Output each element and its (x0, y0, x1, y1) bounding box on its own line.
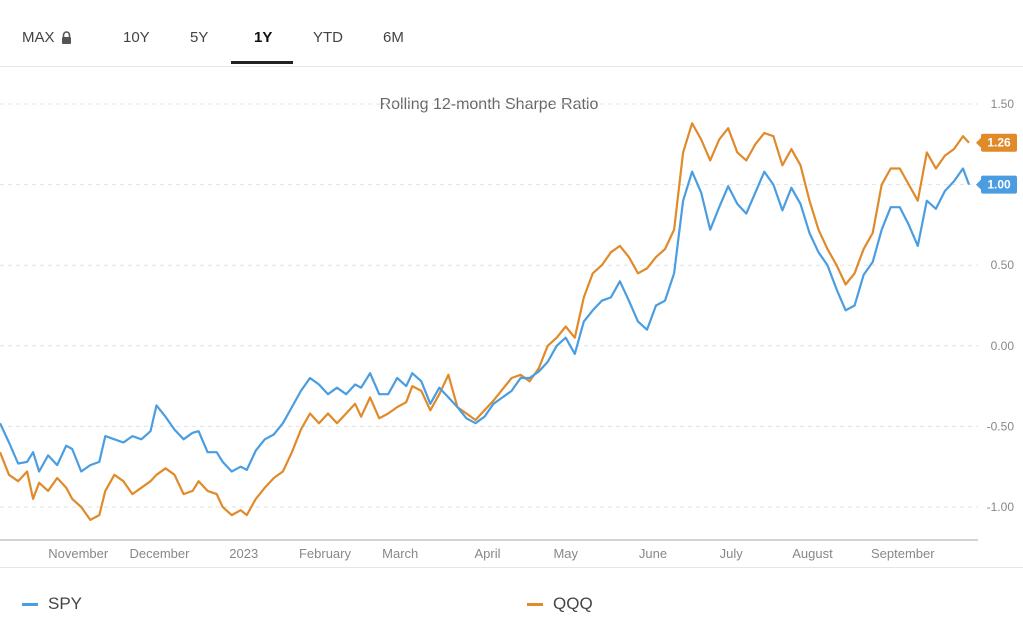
last-value-label-spy: 1.00 (987, 178, 1011, 192)
spy-swatch (22, 602, 38, 606)
x-tick-label: February (299, 546, 352, 561)
legend-item-spy[interactable]: SPY (22, 592, 82, 616)
x-tick-label: November (48, 546, 109, 561)
tab-ytd-label: YTD (313, 28, 343, 46)
tab-ytd[interactable]: YTD (313, 26, 343, 48)
x-tick-label: May (553, 546, 578, 561)
x-tick-label: April (474, 546, 500, 561)
x-tick-label: September (871, 546, 935, 561)
active-tab-indicator (231, 61, 293, 64)
legend-divider (0, 567, 1023, 568)
last-value-badge-spy (981, 175, 1017, 194)
last-value-badge-qqq (981, 133, 1017, 152)
tab-max-label: MAX (22, 28, 55, 46)
tab-6m[interactable]: 6M (383, 26, 404, 48)
legend-label-spy: SPY (48, 594, 83, 613)
tab-10y[interactable]: 10Y (123, 26, 150, 48)
tab-10y-label: 10Y (123, 28, 150, 46)
last-value-label-qqq: 1.26 (987, 136, 1011, 150)
tab-1y[interactable]: 1Y (254, 26, 272, 48)
series-lines (0, 122, 971, 521)
legend-item-qqq[interactable]: QQQ (527, 592, 593, 616)
tab-1y-label: 1Y (254, 28, 273, 46)
last-value-badges: 1.26 1.00 (976, 133, 1017, 194)
tab-6m-label: 6M (383, 28, 404, 46)
y-axis-labels: 1.50 1.00 0.50 0.00 -0.50 -1.00 (987, 97, 1015, 514)
y-tick-label: -0.50 (987, 419, 1015, 433)
gridlines (0, 103, 978, 508)
x-tick-label: March (382, 546, 418, 561)
lock-icon (61, 30, 71, 44)
series-line-qqq (0, 122, 970, 521)
x-tick-label: July (720, 546, 744, 561)
x-tick-label: June (639, 546, 667, 561)
tab-5y-label: 5Y (190, 28, 209, 46)
y-tick-label: 1.50 (991, 97, 1015, 111)
tab-max[interactable]: MAX (22, 26, 72, 48)
x-tick-label: August (792, 546, 833, 561)
y-tick-label: -1.00 (987, 500, 1015, 514)
qqq-swatch (527, 602, 543, 606)
y-tick-label: 0.50 (991, 258, 1015, 272)
badge-pointer (976, 137, 981, 148)
y-tick-label: 0.00 (991, 339, 1015, 353)
badge-pointer (976, 179, 981, 190)
timeframe-tabs: MAX 10Y 5Y 1Y YTD 6M (0, 0, 1023, 67)
tab-5y[interactable]: 5Y (190, 26, 208, 48)
x-axis-labels: November December 2023 February March April Ma… (48, 546, 935, 561)
sharpe-ratio-chart: Rolling 12-month Sharpe Ratio 1.501.000.… (0, 96, 1017, 561)
x-tick-label: December (130, 546, 191, 561)
x-tick-label: 2023 (229, 546, 258, 561)
legend-label-qqq: QQQ (553, 594, 593, 613)
series-line-spy (0, 167, 971, 473)
